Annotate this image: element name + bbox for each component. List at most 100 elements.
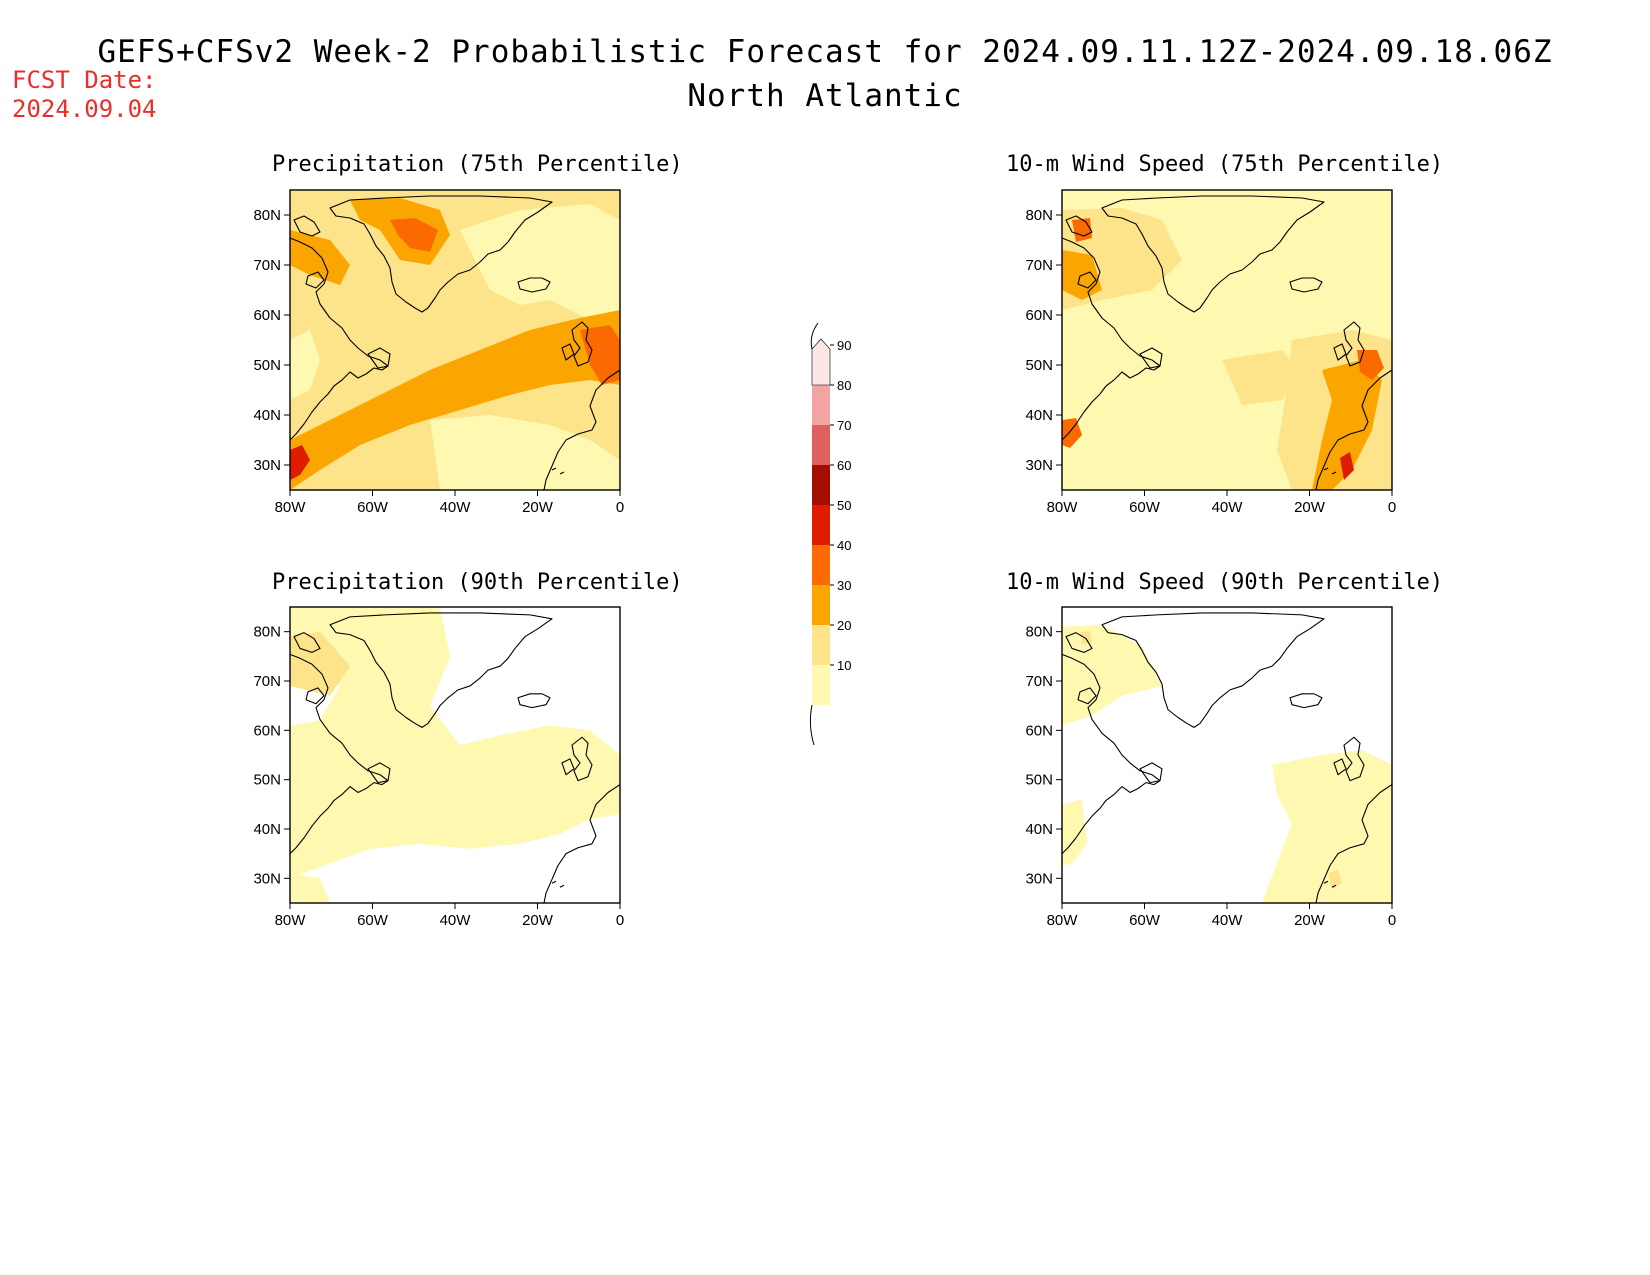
map-precip-90th: 80N 70N 60N 50N 40N 30N 80W 60W 40W 20W 0 [253, 606, 624, 929]
lon-tick-label: 0 [1388, 499, 1396, 516]
coastline [1061, 237, 1161, 441]
colorbar-swatch [812, 425, 830, 465]
lat-tick-label: 50N [1025, 772, 1053, 789]
coastlines [1061, 195, 1393, 491]
colorbar-swatch [812, 545, 830, 585]
coastline [293, 215, 325, 289]
probability-contour-fill [460, 204, 620, 330]
coastline [1315, 369, 1393, 491]
colorbar-swatch [811, 338, 831, 386]
coastline [1323, 467, 1337, 475]
coastline [293, 632, 325, 705]
coastlines [289, 612, 621, 904]
probability-contour-fill [1262, 750, 1392, 903]
colorbar-label: 10 [837, 658, 851, 673]
coastline [561, 321, 593, 367]
lat-tick-label: 30N [253, 870, 281, 887]
lat-tick-label: 70N [253, 673, 281, 690]
panel-title-wind-75: 10-m Wind Speed (75th Percentile) [1006, 152, 1444, 177]
lat-tick-label: 70N [1025, 673, 1053, 690]
probability-contour-fill [290, 230, 350, 285]
lat-tick-label: 80N [1025, 207, 1053, 224]
probability-contour-fill [1328, 869, 1342, 890]
coastline [329, 195, 553, 313]
coastline [543, 369, 621, 491]
lon-tick-label: 40W [440, 499, 472, 516]
lat-tick-label: 70N [1025, 257, 1053, 274]
coastline [517, 693, 551, 709]
coastline [551, 467, 565, 475]
colorbar-label: 40 [837, 538, 851, 553]
probability-contour-fill [1340, 452, 1354, 480]
lat-tick-label: 40N [1025, 407, 1053, 424]
lon-tick-label: 60W [1129, 499, 1161, 516]
probability-contour-fill [290, 445, 310, 480]
lat-tick-label: 50N [253, 357, 281, 374]
coastline [367, 347, 391, 369]
lon-tick-label: 60W [1129, 912, 1161, 929]
probability-contour-fill [290, 607, 620, 879]
main-title: GEFS+CFSv2 Week-2 Probabilistic Forecast… [97, 34, 1553, 70]
lon-tick-label: 60W [357, 499, 389, 516]
probability-contour-fill [290, 330, 320, 400]
lat-tick-label: 50N [253, 772, 281, 789]
lat-tick-label: 60N [1025, 307, 1053, 324]
probability-contour-fill [1312, 360, 1382, 490]
coastline [1061, 653, 1161, 855]
map-precip-75th: 80N 70N 60N 50N 40N 30N 80W 60W 40W 20W 0 [253, 189, 624, 516]
lat-tick-label: 80N [253, 624, 281, 641]
coastline [367, 762, 391, 784]
coastline [289, 237, 389, 441]
colorbar-edge [810, 322, 819, 350]
probability-contour-fill [290, 873, 330, 903]
lon-tick-label: 80W [1047, 499, 1079, 516]
lon-tick-label: 20W [1294, 499, 1326, 516]
colorbar-swatch [812, 465, 830, 505]
lon-tick-label: 40W [440, 912, 472, 929]
coastline [1101, 612, 1325, 728]
fcst-date-value: 2024.09.04 [12, 95, 157, 123]
coastline [1065, 632, 1097, 705]
panel-title-precip-90: Precipitation (90th Percentile) [272, 570, 683, 595]
colorbar-swatch [812, 385, 830, 425]
colorbar-label: 20 [837, 618, 851, 633]
probability-contour-fill [1080, 630, 1092, 645]
map-wind-75th: 80N 70N 60N 50N 40N 30N 80W 60W 40W 20W 0 [1025, 189, 1396, 516]
shaded-field [1062, 190, 1392, 490]
lat-tick-label: 40N [253, 407, 281, 424]
coastline [1289, 693, 1323, 709]
shaded-field [290, 190, 620, 490]
coastline [289, 653, 389, 855]
lon-tick-label: 80W [275, 912, 307, 929]
lat-tick-label: 60N [253, 307, 281, 324]
lon-tick-label: 40W [1212, 912, 1244, 929]
shaded-field [1062, 624, 1392, 903]
lat-tick-label: 60N [253, 722, 281, 739]
colorbar-label: 70 [837, 418, 851, 433]
probability-contour-fill [290, 310, 620, 490]
panel-title-precip-75: Precipitation (75th Percentile) [272, 152, 683, 177]
coastlines [289, 195, 621, 491]
coastline [1323, 880, 1337, 888]
coastline [1333, 321, 1365, 367]
coastline [329, 612, 553, 728]
fcst-date-label: FCST Date: [12, 66, 157, 94]
lon-tick-label: 80W [1047, 912, 1079, 929]
probability-contour-fill [1062, 799, 1087, 866]
coastline [1333, 736, 1365, 782]
lat-tick-label: 80N [253, 207, 281, 224]
probability-contour-fill [430, 415, 620, 490]
coastline [1289, 277, 1323, 293]
coastline [1101, 195, 1325, 313]
lon-tick-label: 80W [275, 499, 307, 516]
lon-tick-label: 60W [357, 912, 389, 929]
lon-tick-label: 0 [1388, 912, 1396, 929]
lon-tick-label: 20W [522, 912, 554, 929]
coastline [551, 880, 565, 888]
probability-contour-fill [290, 631, 350, 696]
probability-contour-fill [1357, 350, 1384, 380]
lon-tick-label: 0 [616, 912, 624, 929]
lat-tick-label: 50N [1025, 357, 1053, 374]
lat-tick-label: 30N [1025, 870, 1053, 887]
colorbar-label: 30 [837, 578, 851, 593]
